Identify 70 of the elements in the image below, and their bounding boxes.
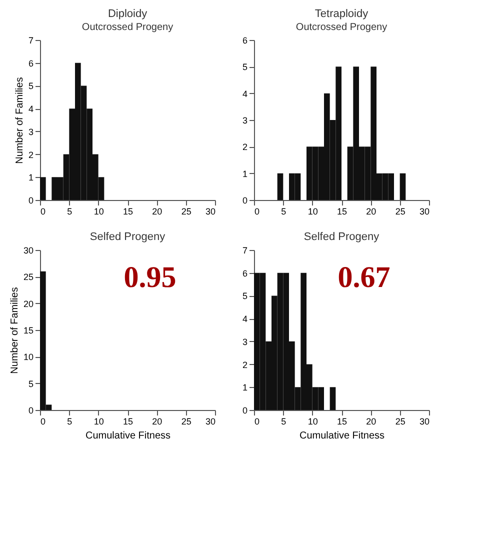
x-tick-label: 15 xyxy=(336,206,348,216)
y-tick-label: 0 xyxy=(28,196,34,206)
chart-subtitle: Outcrossed Progeny xyxy=(82,22,174,33)
y-tick-label: 0 xyxy=(28,406,34,416)
y-tick-label: 5 xyxy=(28,81,34,92)
y-tick-label: 15 xyxy=(23,326,34,336)
x-tick-label: 10 xyxy=(94,416,104,426)
x-tick-label: 30 xyxy=(419,206,430,216)
x-tick-label: 30 xyxy=(205,206,216,216)
y-tick-label: 1 xyxy=(242,168,248,179)
x-tick-label: 5 xyxy=(67,416,72,426)
y-tick-label: 6 xyxy=(242,36,248,46)
y-tick-label: 4 xyxy=(242,314,248,324)
x-tick-label: 25 xyxy=(181,416,192,426)
x-tick-label: 5 xyxy=(281,206,286,216)
y-tick-label: 3 xyxy=(28,126,34,137)
y-tick-label: 6 xyxy=(242,268,248,278)
x-tick-label: 20 xyxy=(366,206,376,216)
x-tick-label: 30 xyxy=(419,416,430,426)
y-tick-label: 5 xyxy=(242,291,248,302)
chart-subtitle: Outcrossed Progeny xyxy=(296,22,388,33)
x-tick-label: 10 xyxy=(94,206,104,216)
y-tick-label: 4 xyxy=(28,104,34,114)
y-tick-label: 2 xyxy=(242,142,248,152)
x-tick-label: 20 xyxy=(152,416,162,426)
y-tick-label: 4 xyxy=(242,88,248,99)
x-axis-title: Cumulative Fitness xyxy=(85,430,171,442)
x-tick-label: 20 xyxy=(152,206,162,216)
y-tick-label: 6 xyxy=(28,58,34,68)
y-tick-label: 10 xyxy=(23,352,34,362)
y-tick-label: 5 xyxy=(242,62,248,72)
x-tick-label: 5 xyxy=(67,206,72,216)
x-tick-label: 0 xyxy=(40,206,46,216)
y-tick-label: 3 xyxy=(242,336,248,347)
x-tick-label: 0 xyxy=(254,206,260,216)
chart-title: Selfed Progeny xyxy=(304,231,380,243)
y-axis-title: Number of Families xyxy=(9,287,20,374)
y-tick-label: 0 xyxy=(242,196,248,206)
y-axis-title: Number of Families xyxy=(14,77,26,164)
x-tick-label: 5 xyxy=(281,416,286,426)
chart-title: Diploidy xyxy=(108,8,148,20)
annotation: 0.67 xyxy=(338,261,390,294)
x-tick-label: 25 xyxy=(181,206,192,216)
y-tick-label: 0 xyxy=(242,406,248,416)
y-tick-label: 2 xyxy=(28,150,34,160)
y-tick-label: 1 xyxy=(242,382,248,393)
x-tick-label: 15 xyxy=(336,416,348,426)
y-tick-label: 30 xyxy=(23,246,34,256)
y-tick-label: 1 xyxy=(28,172,34,183)
x-tick-label: 25 xyxy=(395,206,406,216)
x-tick-label: 0 xyxy=(40,416,46,426)
x-tick-label: 15 xyxy=(122,206,134,216)
y-tick-label: 7 xyxy=(28,36,34,46)
y-tick-label: 5 xyxy=(28,378,34,389)
x-tick-label: 0 xyxy=(254,416,260,426)
x-tick-label: 10 xyxy=(308,206,318,216)
annotation: 0.95 xyxy=(124,261,176,294)
y-tick-label: 3 xyxy=(242,116,248,126)
x-tick-label: 20 xyxy=(366,416,376,426)
y-tick-label: 25 xyxy=(23,272,34,282)
y-tick-label: 2 xyxy=(242,360,248,370)
y-tick-label: 7 xyxy=(242,246,248,256)
x-tick-label: 30 xyxy=(205,416,216,426)
chart-title: Selfed Progeny xyxy=(90,231,166,243)
y-tick-label: 20 xyxy=(23,298,34,309)
x-tick-label: 15 xyxy=(122,416,134,426)
x-tick-label: 10 xyxy=(308,416,318,426)
chart-title: Tetraploidy xyxy=(314,8,369,20)
x-tick-label: 25 xyxy=(395,416,406,426)
x-axis-title: Cumulative Fitness xyxy=(299,430,385,442)
